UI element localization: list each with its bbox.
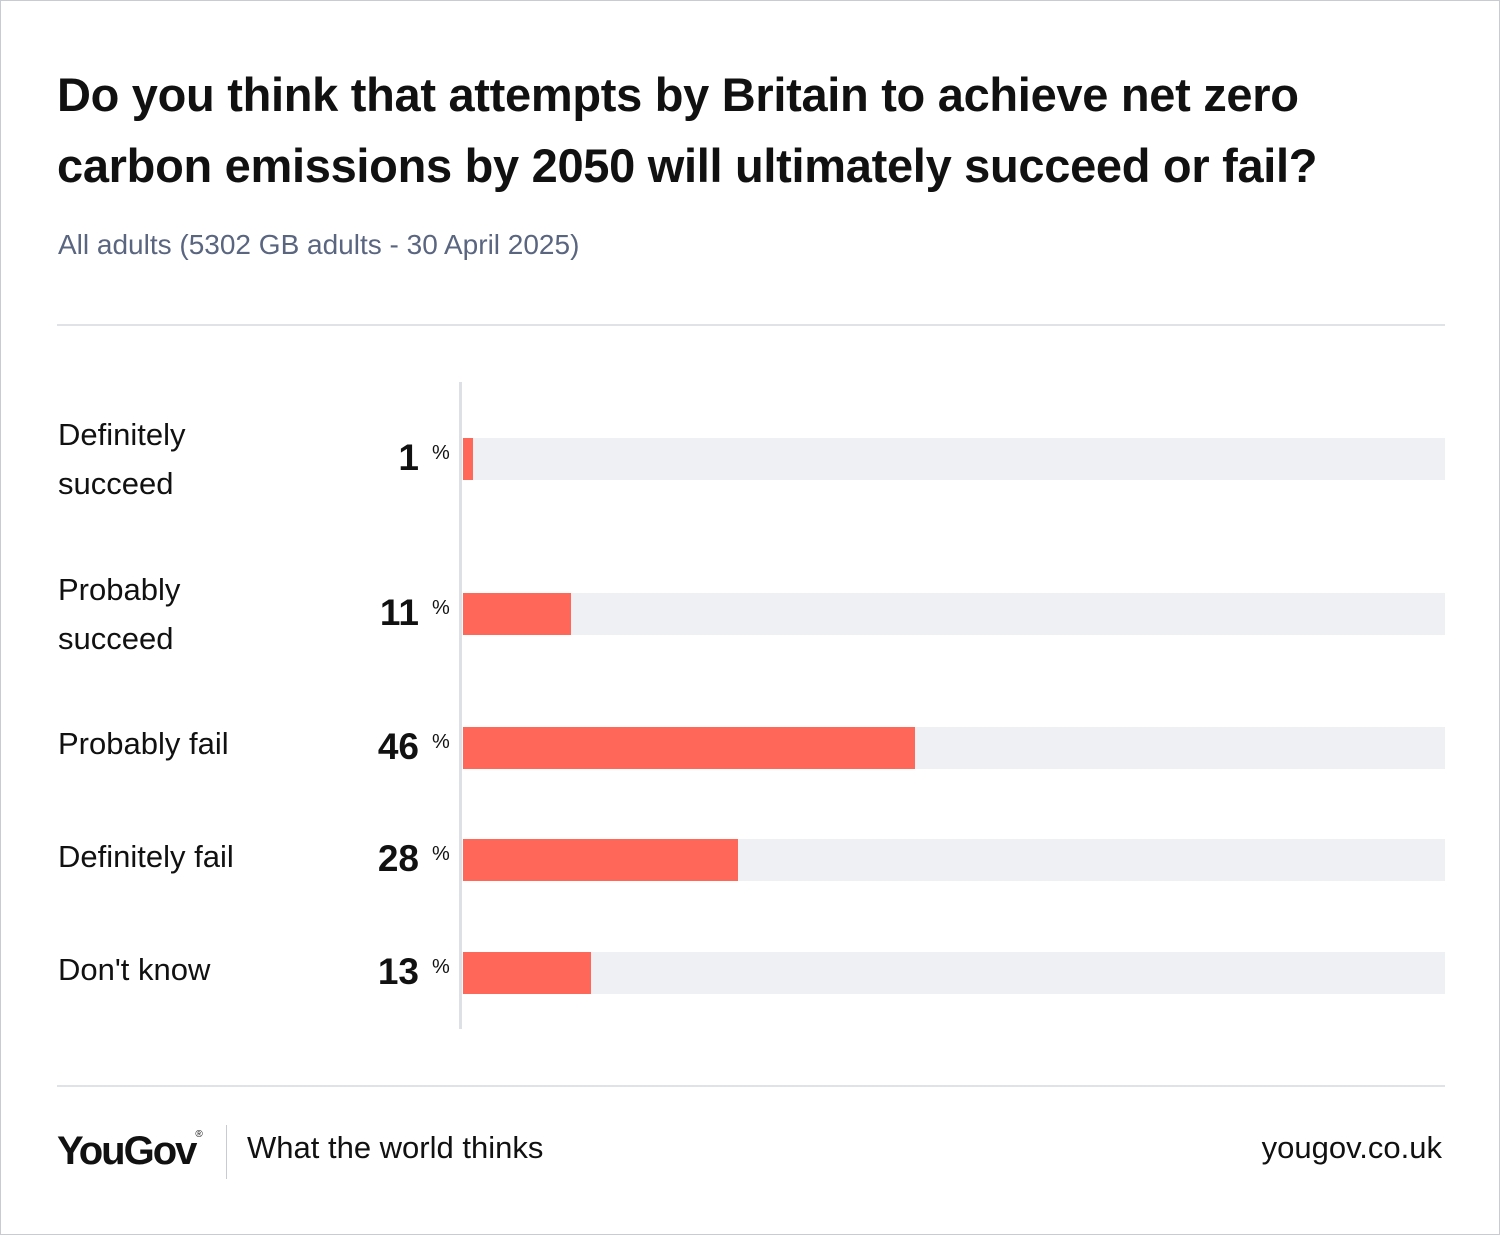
bar-track	[463, 839, 1445, 881]
value-label: 46	[377, 726, 419, 767]
value-label: 13	[377, 951, 419, 992]
bar	[463, 952, 591, 994]
bar-track	[463, 593, 1445, 635]
value-label: 28	[377, 838, 419, 879]
footer-url[interactable]: yougov.co.uk	[1261, 1130, 1442, 1165]
bottom-divider	[57, 1085, 1445, 1087]
percent-sign: %	[432, 843, 450, 865]
chart-subtitle: All adults (5302 GB adults - 30 April 20…	[58, 229, 580, 260]
bar-track	[463, 952, 1445, 994]
bar-track	[463, 727, 1445, 769]
yougov-logo: YouGov®	[57, 1129, 203, 1174]
category-label: Definitely fail	[58, 839, 234, 874]
footer-divider	[226, 1125, 227, 1179]
value-label: 1	[398, 437, 419, 478]
category-label: Probably succeed	[58, 572, 181, 656]
percent-sign: %	[432, 442, 450, 464]
bar	[463, 438, 473, 480]
bar	[463, 839, 738, 881]
top-divider	[57, 324, 1445, 326]
percent-sign: %	[432, 731, 450, 753]
category-label: Don't know	[58, 952, 211, 987]
value-label: 11	[379, 592, 419, 633]
baseline-axis	[459, 382, 462, 1029]
percent-sign: %	[432, 956, 450, 978]
chart-title: Do you think that attempts by Britain to…	[57, 68, 1318, 192]
footer-tagline: What the world thinks	[247, 1130, 544, 1165]
bar-track	[463, 438, 1445, 480]
yougov-logo-text: YouGov	[57, 1129, 197, 1173]
bar	[463, 727, 915, 769]
percent-sign: %	[432, 597, 450, 619]
category-label: Probably fail	[58, 726, 229, 761]
category-label: Definitely succeed	[58, 417, 186, 501]
registered-mark: ®	[195, 1129, 203, 1140]
bar	[463, 593, 572, 635]
